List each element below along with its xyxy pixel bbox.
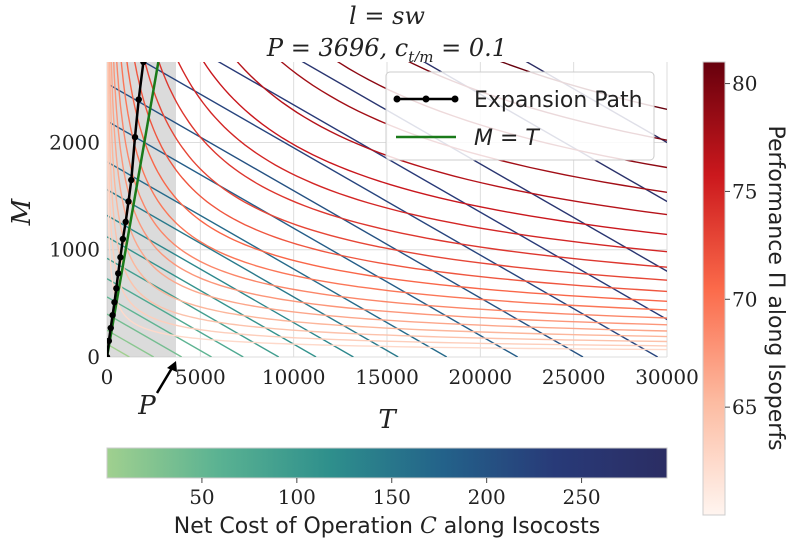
- cost-tick-label: 50: [189, 485, 214, 509]
- y-axis-ticks: 0 1000 2000: [49, 130, 100, 369]
- isocost-line: [107, 82, 584, 357]
- expansion-path-point: [113, 285, 120, 292]
- isoperf-curve: [158, 62, 667, 268]
- expansion-path-point: [122, 218, 129, 226]
- chart-title-line1: l = sw: [349, 2, 425, 30]
- y-tick-label: 1000: [49, 238, 100, 262]
- chart-title-line2: P = 3696, ct/m = 0.1: [266, 34, 507, 66]
- y-axis-label: M: [7, 197, 37, 226]
- isoperf-curve: [120, 62, 667, 311]
- isoperf-curve: [116, 62, 667, 319]
- expansion-path: [107, 62, 147, 357]
- isocost-line: [107, 278, 244, 357]
- x-tick-label: 0: [101, 365, 114, 389]
- identity-line-segment: [107, 62, 160, 357]
- isocost-line: [107, 313, 183, 357]
- isoperf-curve: [134, 62, 667, 293]
- isoperf-curve: [107, 62, 667, 347]
- expansion-path-point: [109, 311, 116, 319]
- expansion-path-point: [135, 96, 142, 103]
- expansion-path-point: [107, 324, 114, 332]
- perf-colorbar: [702, 61, 726, 516]
- cost-colorbar-ticks: 50 100 150 200 250: [189, 478, 601, 509]
- legend-label-expansion: Expansion Path: [474, 88, 643, 113]
- isoperf-curve: [202, 62, 667, 236]
- chart-title-line2-tail: = 0.1: [434, 34, 508, 62]
- x-tick-label: 5000: [175, 365, 226, 389]
- legend-label-identity: M = T: [474, 126, 540, 151]
- cost-colorbar: [106, 447, 668, 479]
- identity-line: [107, 62, 160, 357]
- legend-marker-mid: [422, 95, 430, 103]
- cost-tick-label: 250: [562, 485, 600, 509]
- isoperf-curve: [144, 62, 667, 281]
- cost-colorbar-label-suffix: along Isocosts: [437, 514, 600, 539]
- cost-colorbar-label: Net Cost of Operation C along Isocosts: [174, 514, 601, 539]
- chart-title-line2-sub: t/m: [408, 48, 433, 66]
- expansion-path-point: [131, 133, 139, 141]
- isocost-line: [107, 257, 280, 357]
- cost-tick-label: 200: [468, 485, 506, 509]
- x-tick-label: 30000: [635, 365, 699, 389]
- isocost-line: [107, 296, 212, 357]
- x-tick-label: 25000: [542, 365, 606, 389]
- p-annotation-arrow: [155, 361, 177, 394]
- isocost-line: [217, 62, 667, 321]
- expansion-path-point: [107, 353, 111, 357]
- legend: Expansion Path M = T: [385, 71, 655, 161]
- isoperf-lines: [107, 62, 667, 351]
- isoperf-curve: [108, 62, 667, 338]
- isocost-line: [107, 120, 519, 357]
- x-axis-ticks: 0 5000 10000 15000 20000 25000 30000: [101, 365, 699, 389]
- expansion-path-point: [111, 299, 118, 306]
- isoperf-curve: [280, 62, 667, 193]
- perf-colorbar-ticks: 65 70 75 80: [725, 72, 757, 419]
- y-tick-label: 2000: [49, 130, 100, 154]
- isocost-line: [107, 343, 130, 357]
- x-axis-label: T: [378, 405, 397, 435]
- perf-tick-label: 75: [732, 179, 757, 203]
- perf-tick-label: 70: [732, 287, 757, 311]
- perf-colorbar-label: Performance Π along Isoperfs: [763, 125, 788, 450]
- x-tick-label: 10000: [262, 365, 326, 389]
- cost-tick-label: 100: [278, 485, 316, 509]
- perf-tick-label: 80: [732, 72, 757, 96]
- x-tick-label: 20000: [449, 365, 513, 389]
- cost-colorbar-label-symbol: C: [420, 514, 437, 539]
- cost-colorbar-label-prefix: Net Cost of Operation: [174, 514, 420, 539]
- isoperf-curve: [177, 62, 667, 253]
- cost-tick-label: 150: [373, 485, 411, 509]
- perf-tick-label: 65: [732, 395, 757, 419]
- isocost-line: [107, 329, 155, 357]
- y-tick-label: 0: [87, 345, 100, 369]
- expansion-path-point: [115, 270, 122, 277]
- isoperf-curve: [126, 62, 667, 302]
- isocost-line: [142, 62, 659, 357]
- isocost-line: [107, 189, 399, 357]
- expansion-path-point: [128, 176, 135, 184]
- isoperf-curve: [107, 62, 667, 343]
- legend-marker-left: [393, 95, 401, 103]
- expansion-path-point: [140, 62, 147, 66]
- isocost-line: [107, 161, 448, 357]
- chart-title-line2-main: P = 3696, c: [266, 34, 408, 62]
- isoperf-curve: [236, 62, 667, 216]
- expansion-path-point: [125, 198, 132, 205]
- p-annotation-label: P: [137, 391, 156, 421]
- x-tick-label: 15000: [355, 365, 419, 389]
- expansion-path-point: [117, 254, 124, 261]
- expansion-path-point: [119, 235, 127, 243]
- expansion-path-point: [107, 337, 113, 345]
- legend-marker-right: [451, 95, 459, 103]
